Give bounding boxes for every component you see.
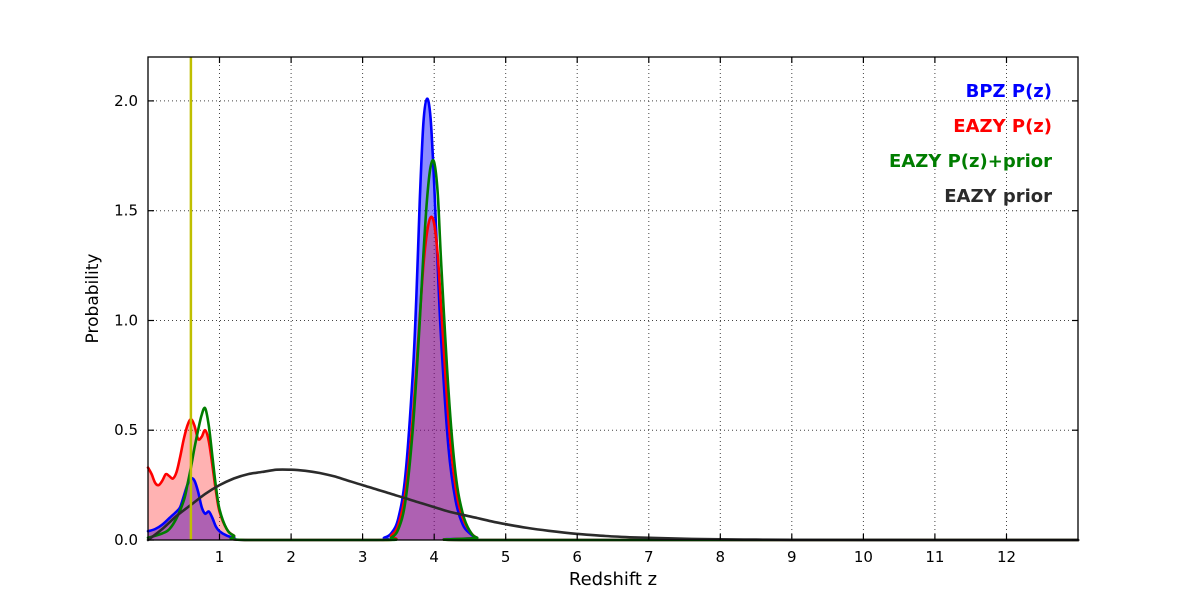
x-tick-label: 3 [358, 548, 368, 566]
legend-item-eazy-pz: EAZY P(z) [953, 116, 1052, 137]
y-tick-label: 2.0 [114, 92, 138, 110]
y-axis-label: Probability [83, 254, 103, 344]
legend-item-eazy-prior: EAZY prior [944, 186, 1052, 207]
y-tick-label: 0.5 [114, 421, 138, 439]
x-axis-label: Redshift z [569, 569, 657, 590]
x-tick-label: 12 [997, 548, 1016, 566]
x-tick-label: 5 [501, 548, 511, 566]
x-tick-label: 1 [215, 548, 225, 566]
legend: BPZ P(z) EAZY P(z) EAZY P(z)+prior EAZY … [889, 74, 1052, 214]
x-tick-label: 10 [854, 548, 873, 566]
x-tick-label: 4 [429, 548, 439, 566]
x-tick-label: 9 [787, 548, 797, 566]
series-line-2 [146, 215, 1080, 542]
legend-item-bpz-pz: BPZ P(z) [965, 81, 1052, 102]
series-line-3 [146, 158, 1080, 542]
y-tick-label: 0.0 [114, 531, 138, 549]
series-fill-2 [148, 216, 1078, 540]
x-tick-label: 11 [925, 548, 944, 566]
x-tick-label: 6 [572, 548, 582, 566]
legend-item-eazy-pz-prior: EAZY P(z)+prior [889, 151, 1052, 172]
y-tick-label: 1.5 [114, 202, 138, 220]
y-tick-label: 1.0 [114, 312, 138, 330]
x-tick-label: 2 [286, 548, 296, 566]
x-tick-label: 8 [716, 548, 726, 566]
x-tick-label: 7 [644, 548, 654, 566]
series-line-4 [146, 468, 1080, 542]
plot-frame [147, 56, 1079, 541]
